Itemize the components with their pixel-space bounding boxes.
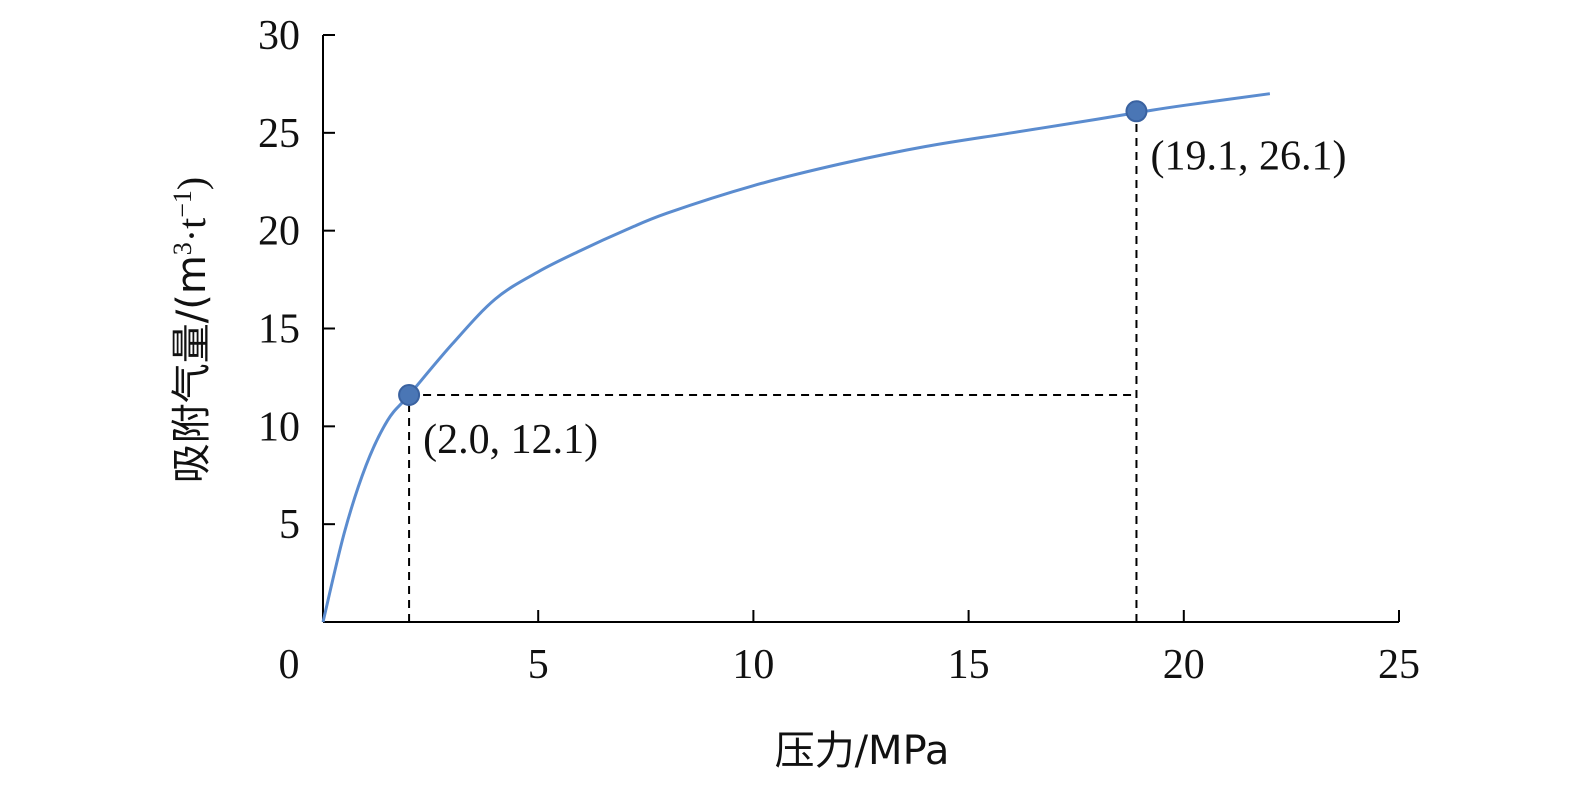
x-tick-label: 20 bbox=[1163, 642, 1205, 688]
highlight-point bbox=[398, 384, 421, 407]
x-axis-title: 压力/MPa bbox=[775, 728, 950, 774]
y-axis-title-sup1: 3 bbox=[168, 242, 197, 255]
x-tick-label: 5 bbox=[528, 642, 549, 688]
x-tick-label: 10 bbox=[732, 642, 774, 688]
x-tick-label: 0 bbox=[279, 642, 300, 688]
y-tick-label: 25 bbox=[258, 111, 300, 157]
x-tick-label: 15 bbox=[948, 642, 990, 688]
y-axis-title-main: 吸附气量/(m bbox=[169, 255, 215, 483]
point-annotations: (2.0, 12.1) (19.1, 26.1) bbox=[423, 133, 1346, 463]
axes bbox=[322, 34, 1400, 623]
y-axis-title: 吸附气量/(m3·t−1) bbox=[168, 177, 215, 483]
y-axis-title-sup2: −1 bbox=[168, 190, 197, 218]
y-tick-label: 5 bbox=[279, 502, 300, 548]
y-tick-label: 30 bbox=[258, 13, 300, 59]
series-group bbox=[321, 92, 1271, 623]
point-annotation-label: (2.0, 12.1) bbox=[423, 417, 598, 463]
adsorption-curve bbox=[321, 92, 1271, 623]
y-tick-label: 15 bbox=[258, 307, 300, 353]
y-tick-label: 20 bbox=[258, 209, 300, 255]
y-axis-title-mid: ·t bbox=[169, 218, 214, 242]
highlight-point bbox=[1125, 100, 1148, 123]
y-tick-label: 10 bbox=[258, 404, 300, 450]
x-tick-label: 25 bbox=[1378, 642, 1420, 688]
tick-labels: 0 5 10 15 20 25 5 10 15 20 25 30 bbox=[258, 13, 1420, 688]
point-annotation-label: (19.1, 26.1) bbox=[1150, 133, 1346, 179]
highlight-markers bbox=[398, 100, 1148, 407]
y-axis-title-end: ) bbox=[169, 177, 214, 190]
guide-lines bbox=[408, 111, 1138, 622]
